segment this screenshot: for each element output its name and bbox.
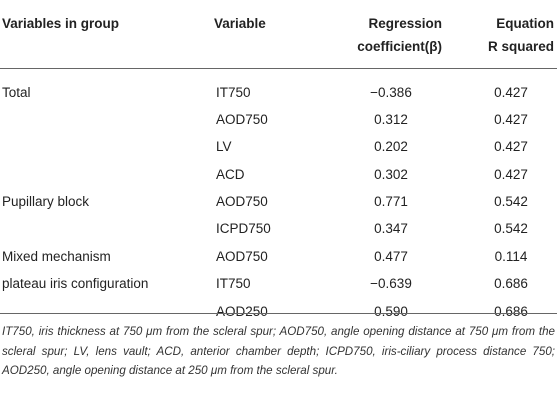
cell-r-squared: 0.686 <box>494 303 528 319</box>
header-group: Variables in group <box>0 0 212 69</box>
table-bottom-rule <box>0 313 557 314</box>
cell-variable: IT750 <box>216 275 251 291</box>
cell-group <box>0 161 212 188</box>
table-row: ACD 0.302 0.427 <box>0 161 557 188</box>
header-r-squared-line2: R squared <box>487 39 554 54</box>
header-group-label: Variables in group <box>2 16 120 31</box>
cell-coefficient: 0.477 <box>374 248 408 264</box>
cell-coefficient: 0.590 <box>374 303 408 319</box>
cell-r-squared: 0.542 <box>494 194 528 210</box>
cell-coefficient: 0.312 <box>374 112 408 128</box>
table-row: LV 0.202 0.427 <box>0 133 557 160</box>
table-header: Variables in group Variable Regression c… <box>0 0 557 69</box>
cell-variable: AOD750 <box>216 194 268 210</box>
table-row: Mixed mechanism AOD750 0.477 0.114 <box>0 242 557 269</box>
cell-r-squared: 0.542 <box>494 221 528 237</box>
cell-group: plateau iris configuration <box>2 275 149 291</box>
cell-variable: IT750 <box>216 85 251 100</box>
cell-group: Total <box>2 85 31 100</box>
cell-variable: AOD750 <box>216 112 268 128</box>
cell-r-squared: 0.114 <box>494 248 528 264</box>
cell-variable: LV <box>216 139 232 155</box>
cell-group: Pupillary block <box>2 194 90 210</box>
results-table-container: Variables in group Variable Regression c… <box>0 0 557 330</box>
cell-r-squared: 0.427 <box>494 112 528 128</box>
header-coefficient: Regression coefficient(β) <box>319 0 445 69</box>
cell-group <box>0 215 212 242</box>
header-r-squared: Equation R squared <box>445 0 557 69</box>
cell-group <box>0 133 212 160</box>
table-body: Total IT750 −0.386 0.427 AOD750 0.312 0.… <box>0 69 557 330</box>
cell-variable: AOD750 <box>216 248 268 264</box>
header-variable-label: Variable <box>214 16 266 31</box>
table-row: Total IT750 −0.386 0.427 <box>0 69 557 107</box>
table-row: ICPD750 0.347 0.542 <box>0 215 557 242</box>
header-variable: Variable <box>212 0 319 69</box>
table-row: Pupillary block AOD750 0.771 0.542 <box>0 188 557 215</box>
table-row: plateau iris configuration IT750 −0.639 … <box>0 270 557 297</box>
cell-coefficient: −0.639 <box>370 275 412 291</box>
cell-r-squared: 0.686 <box>494 275 528 291</box>
regression-table: Variables in group Variable Regression c… <box>0 0 557 330</box>
cell-group <box>0 106 212 133</box>
table-footnote: IT750, iris thickness at 750 μm from the… <box>2 325 555 377</box>
cell-coefficient: 0.771 <box>374 194 408 210</box>
header-coefficient-line2: coefficient(β) <box>357 39 442 54</box>
cell-r-squared: 0.427 <box>494 166 528 182</box>
cell-coefficient: 0.202 <box>374 139 408 155</box>
header-r-squared-line1: Equation <box>496 16 554 31</box>
header-row: Variables in group Variable Regression c… <box>0 0 557 69</box>
cell-coefficient: −0.386 <box>370 85 412 100</box>
table-row: AOD250 0.590 0.686 <box>0 297 557 329</box>
table-row: AOD750 0.312 0.427 <box>0 106 557 133</box>
cell-group: Mixed mechanism <box>2 248 111 264</box>
cell-coefficient: 0.347 <box>374 221 408 237</box>
cell-variable: ICPD750 <box>216 221 271 237</box>
header-coefficient-line1: Regression <box>368 16 442 31</box>
cell-variable: AOD250 <box>216 303 268 319</box>
cell-coefficient: 0.302 <box>374 166 408 182</box>
cell-variable: ACD <box>216 166 245 182</box>
cell-r-squared: 0.427 <box>494 139 528 155</box>
cell-r-squared: 0.427 <box>494 85 528 100</box>
